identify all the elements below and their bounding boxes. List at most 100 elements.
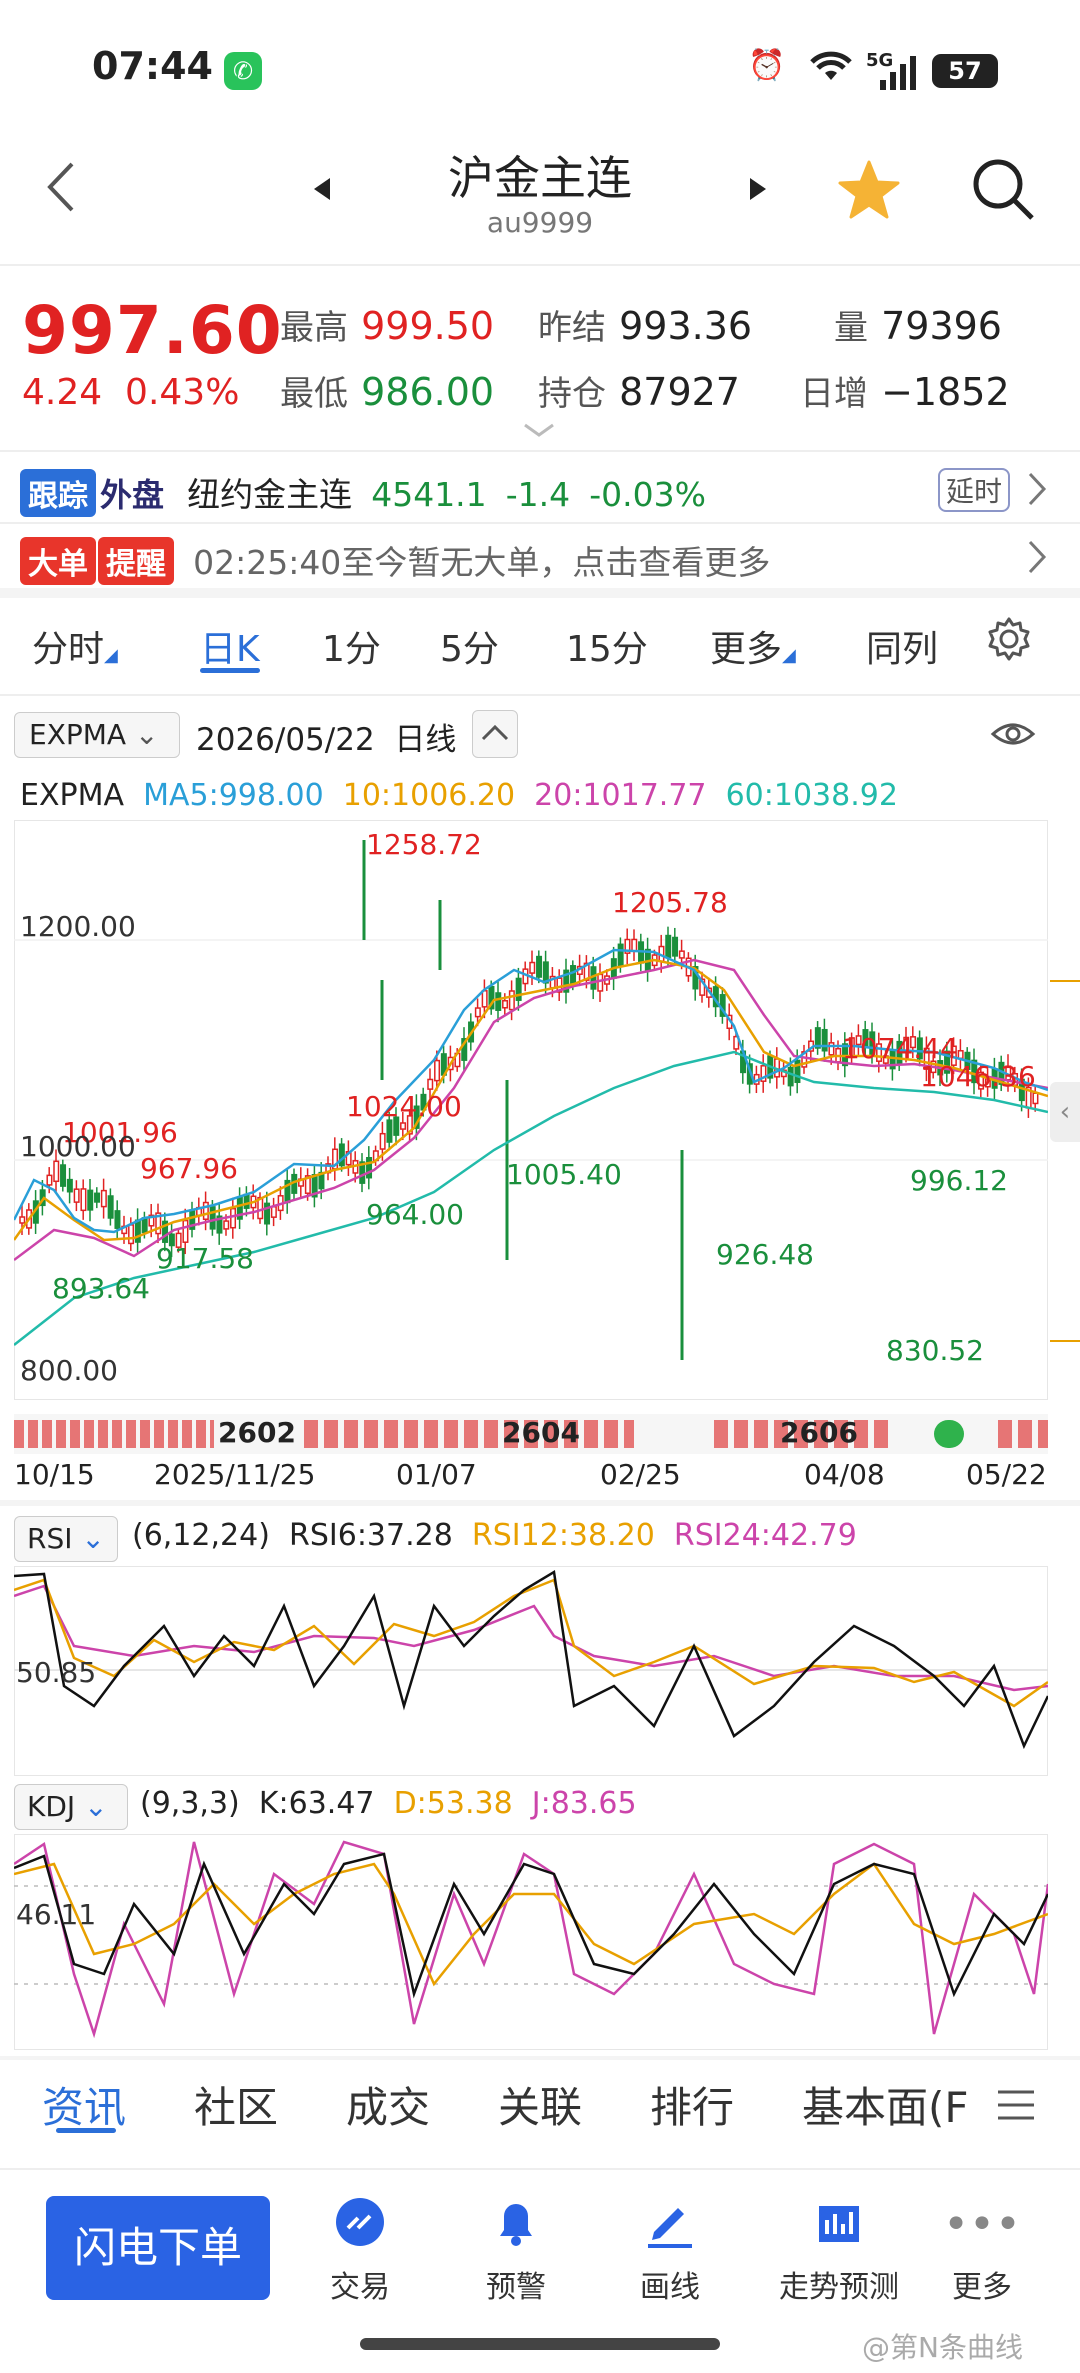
candle-body	[556, 977, 563, 993]
candle-body	[223, 1220, 230, 1230]
ticker-big-order[interactable]: 大单 提醒 02:25:40至今暂无大单，点击查看更多	[20, 536, 770, 585]
high-row: 最高 999.50	[280, 300, 494, 349]
ticker2-chevron-icon[interactable]	[1026, 538, 1048, 580]
candle-body	[19, 1216, 26, 1224]
candle-body	[876, 1043, 883, 1062]
tab-15min[interactable]: 15分	[566, 629, 648, 670]
candle-body	[386, 1119, 393, 1143]
expand-chevron-icon[interactable]	[522, 422, 556, 442]
x-tick-label: 05/22	[966, 1458, 1047, 1491]
tab-active-underline	[200, 668, 260, 673]
daily-inc-row: 日增 −1852	[800, 366, 1010, 415]
next-contract-icon[interactable]	[748, 176, 768, 206]
candle-body	[570, 965, 577, 986]
more-dots-icon: •••	[943, 2199, 1021, 2250]
candle-body	[216, 1215, 223, 1234]
candle-body	[1032, 1092, 1039, 1105]
tab-timeshare[interactable]: 分时◢	[32, 620, 118, 672]
rsi-select-label: RSI	[27, 1522, 73, 1555]
menu-icon[interactable]	[996, 2088, 1036, 2126]
event-strip[interactable]: 2602 2604 2606	[14, 1414, 1048, 1454]
rsi-chart[interactable]: 50.85	[14, 1566, 1048, 1776]
search-icon[interactable]	[970, 156, 1036, 226]
candle-body	[427, 1078, 434, 1090]
right-marker	[1050, 980, 1080, 1000]
foreign-change: -1.4	[505, 475, 571, 514]
candle-body	[848, 1037, 855, 1059]
candle-body	[80, 1188, 87, 1212]
candle-body	[168, 1233, 175, 1247]
settings-gear-icon[interactable]	[986, 616, 1032, 666]
kdj-k-value: K:63.47	[258, 1786, 375, 1821]
nav-tab-ranking[interactable]: 排行	[650, 2083, 735, 2132]
legend-ma5: MA5:998.00	[143, 778, 324, 813]
favorite-star-icon[interactable]	[836, 158, 902, 226]
rsi-legend: (6,12,24) RSI6:37.28 RSI12:38.20 RSI24:4…	[132, 1518, 857, 1553]
tab-more[interactable]: 更多◢	[710, 620, 796, 672]
low-label: 最低	[280, 374, 348, 414]
x-tick-label: 01/07	[396, 1458, 477, 1491]
indicator-select[interactable]: EXPMA ⌄	[14, 712, 180, 758]
bottom-trade[interactable]: 交易	[300, 2196, 420, 2306]
phone-call-icon[interactable]: ✆	[224, 52, 262, 90]
nav-tab-related[interactable]: 关联	[498, 2083, 583, 2132]
tab-daily-k[interactable]: 日K	[200, 629, 260, 670]
ticker-foreign[interactable]: 跟踪 外盘 纽约金主连 4541.1 -1.4 -0.03%	[20, 468, 706, 517]
candle-body	[107, 1195, 114, 1219]
tab-1min[interactable]: 1分	[322, 629, 381, 670]
kdj-select[interactable]: KDJ ⌄	[14, 1784, 128, 1830]
contract-label: 2604	[502, 1416, 580, 1449]
rsi-level-label: 50.85	[16, 1656, 96, 1689]
eye-icon[interactable]	[990, 716, 1036, 756]
tab-more-label: 更多	[710, 629, 783, 670]
bottom-alert[interactable]: 预警	[456, 2196, 576, 2306]
kline-chart[interactable]: 1258.72 1205.78 1074.44 1046.36 1024.00 …	[14, 820, 1048, 1400]
collapse-chart-button[interactable]	[472, 710, 518, 758]
candle-body	[304, 1175, 311, 1194]
tab-same-column[interactable]: 同列	[866, 629, 939, 670]
candle-body	[359, 1161, 366, 1184]
trough-label: 917.58	[156, 1242, 254, 1275]
candle-body	[896, 1040, 903, 1065]
prev-contract-icon[interactable]	[312, 176, 332, 206]
big-order-text: 至今暂无大单，点击查看更多	[341, 543, 771, 582]
rsi-select[interactable]: RSI ⌄	[14, 1516, 118, 1562]
bottom-more[interactable]: ••• 更多	[922, 2196, 1042, 2306]
event-markers	[14, 1420, 214, 1448]
candle-body	[230, 1207, 237, 1229]
open-interest-row: 持仓 87927	[538, 366, 740, 415]
candle-body	[338, 1143, 345, 1167]
candle-body	[916, 1037, 923, 1060]
kdj-select-label: KDJ	[27, 1790, 76, 1823]
kdj-d-value: D:53.38	[393, 1786, 513, 1821]
kdj-chart[interactable]: 46.11	[14, 1834, 1048, 2050]
candle-body	[597, 973, 604, 992]
candle-body	[474, 1007, 481, 1018]
nav-tab-trades[interactable]: 成交	[346, 2083, 431, 2132]
candle-body	[978, 1071, 985, 1090]
pen-icon	[610, 2196, 730, 2254]
candle-body	[672, 936, 679, 957]
back-icon[interactable]	[44, 160, 78, 218]
kdj-k-line	[14, 1852, 1048, 1999]
legend-ma20: 20:1017.77	[534, 778, 707, 813]
bottom-forecast[interactable]: 走势预测	[764, 2196, 914, 2306]
nav-tab-news[interactable]: 资讯	[42, 2074, 126, 2135]
ma20-line	[14, 958, 1048, 1261]
high-label: 最高	[280, 308, 348, 348]
nav-tab-community[interactable]: 社区	[194, 2083, 279, 2132]
draw-label: 画线	[640, 2270, 700, 2305]
ticker1-chevron-icon[interactable]	[1026, 470, 1048, 512]
tab-5min[interactable]: 5分	[440, 629, 499, 670]
ma5-line	[14, 948, 1048, 1234]
candle-body	[488, 985, 495, 1010]
bottom-draw[interactable]: 画线	[610, 2196, 730, 2306]
side-drawer-handle[interactable]: ‹	[1050, 1082, 1080, 1142]
rsi24-value: RSI24:42.79	[673, 1518, 857, 1553]
quick-order-button[interactable]: 闪电下单	[46, 2196, 270, 2300]
candle-body	[631, 938, 638, 952]
kdj-legend: (9,3,3) K:63.47 D:53.38 J:83.65	[140, 1786, 637, 1821]
nav-tab-fundamentals[interactable]: 基本面(F	[802, 2083, 969, 2132]
change-percent: 0.43%	[125, 372, 240, 413]
candle-body	[366, 1156, 373, 1179]
